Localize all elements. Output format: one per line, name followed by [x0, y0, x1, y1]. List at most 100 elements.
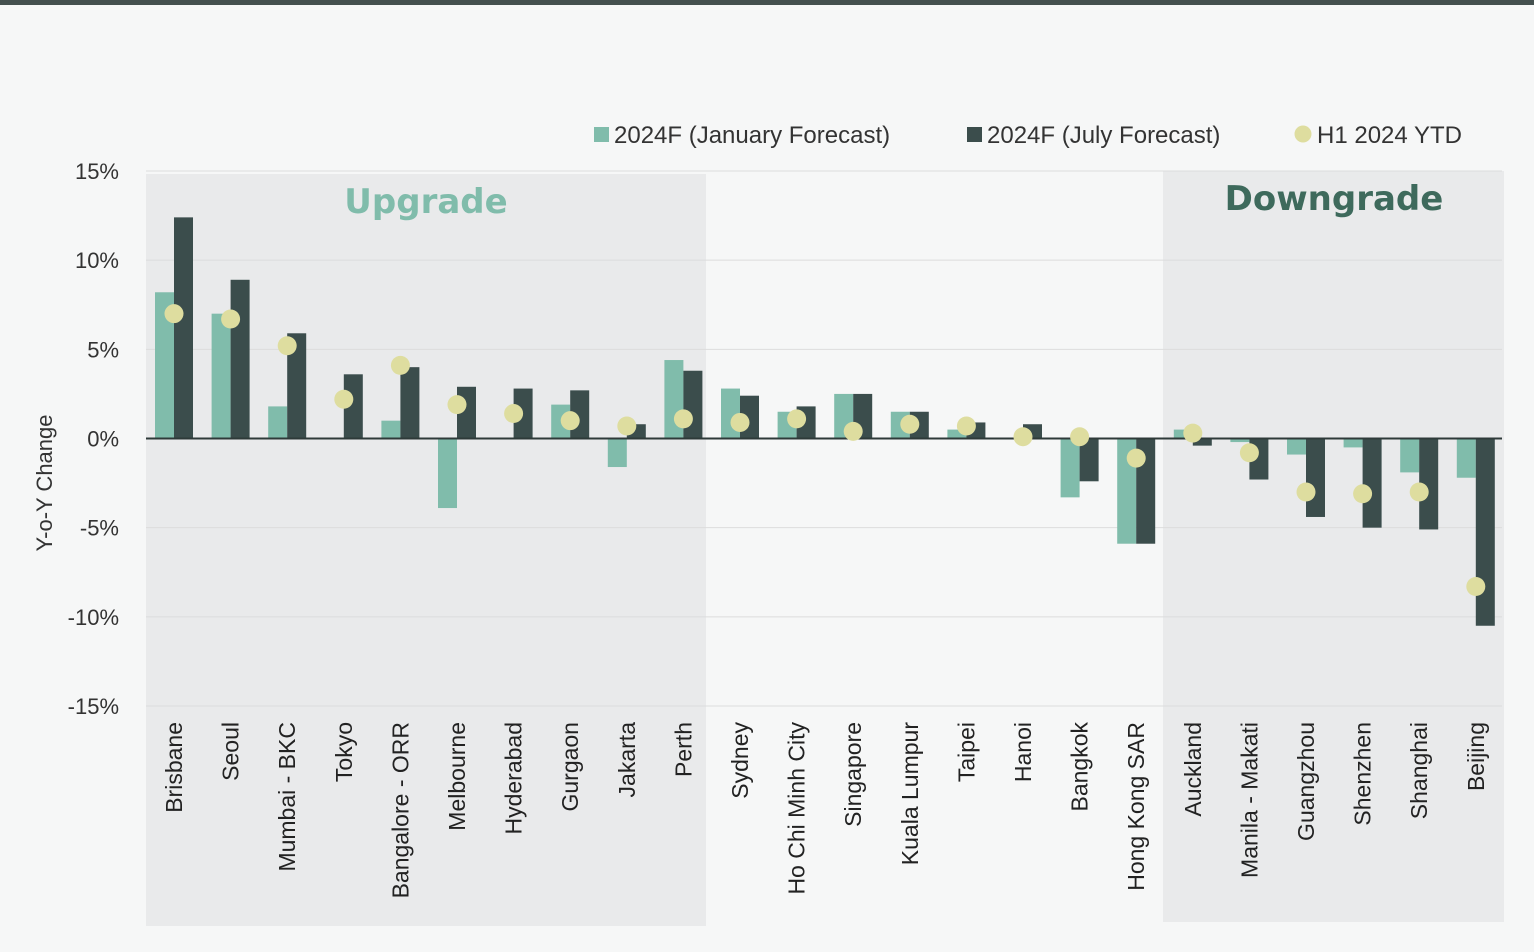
ytd-dot-auckland	[1183, 423, 1203, 443]
ytd-dot-seoul	[221, 309, 241, 329]
legend-label-h1-2024-ytd: H1 2024 YTD	[1317, 122, 1462, 149]
bar-january-guangzhou	[1287, 438, 1306, 455]
ytd-dot-taipei	[956, 416, 976, 436]
zone-backgrounds: Upgrade Downgrade	[146, 171, 1504, 926]
bar-july-mumbai-bkc	[287, 333, 307, 439]
y-tick-label: -15%	[68, 694, 119, 719]
category-label-singapore: Singapore	[840, 722, 866, 827]
category-label-tokyo: Tokyo	[331, 722, 357, 782]
ytd-dot-hyderabad	[504, 404, 524, 424]
zone-upgrade-background	[146, 174, 706, 926]
bar-january-auckland	[1173, 429, 1193, 439]
zone-downgrade-background	[1163, 171, 1504, 922]
bar-january-shenzhen	[1343, 438, 1363, 448]
ytd-dot-jakarta	[617, 416, 637, 436]
y-tick-label: 15%	[75, 159, 119, 184]
bar-july-guangzhou	[1306, 438, 1325, 517]
ytd-dot-melbourne	[447, 395, 467, 415]
bar-january-bangkok	[1060, 438, 1080, 498]
bar-july-bangalore-orr	[400, 367, 420, 439]
category-label-melbourne: Melbourne	[444, 722, 470, 831]
category-label-perth: Perth	[670, 722, 696, 777]
bar-july-perth	[683, 370, 703, 439]
bar-january-jakarta	[607, 438, 627, 468]
bar-january-shanghai	[1400, 438, 1420, 473]
bar-july-shenzhen	[1362, 438, 1382, 528]
ytd-dot-ho-chi-minh-city	[787, 409, 807, 429]
category-label-seoul: Seoul	[218, 722, 244, 781]
ytd-dot-bangkok	[1070, 427, 1090, 447]
ytd-dot-perth	[673, 409, 693, 429]
bar-january-mumbai-bkc	[268, 406, 288, 439]
bar-january-bangalore-orr	[381, 420, 401, 439]
y-axis-ticks: 15% 10% 5% 0% -5% -10% -15%	[68, 159, 119, 719]
ytd-dot-hanoi	[1013, 427, 1033, 447]
gridlines	[146, 170, 1502, 707]
category-label-shenzhen: Shenzhen	[1350, 722, 1376, 826]
ytd-dot-kuala-lumpur	[900, 414, 920, 434]
category-label-manila-makati: Manila - Makati	[1236, 722, 1262, 878]
bar-july-auckland	[1192, 438, 1212, 446]
bar-july-beijing	[1475, 438, 1495, 626]
category-label-hong-kong-sar: Hong Kong SAR	[1123, 722, 1149, 891]
bar-january-beijing	[1456, 438, 1476, 478]
bar-january-seoul	[211, 313, 231, 439]
bar-january-brisbane	[155, 292, 174, 439]
y-axis-label: Y-o-Y Change	[32, 415, 57, 552]
y-tick-label: 5%	[87, 337, 119, 362]
ytd-dot-beijing	[1466, 577, 1486, 597]
category-label-bangkok: Bangkok	[1067, 722, 1093, 812]
y-tick-label: 0%	[87, 427, 119, 452]
bar-july-seoul	[230, 279, 250, 439]
ytd-dot-manila-makati	[1239, 443, 1259, 463]
ytd-dot-brisbane	[164, 304, 184, 324]
category-label-guangzhou: Guangzhou	[1293, 722, 1319, 841]
category-label-hanoi: Hanoi	[1010, 722, 1036, 782]
category-label-jakarta: Jakarta	[614, 722, 640, 798]
bar-july-brisbane	[174, 217, 193, 439]
category-label-taipei: Taipei	[953, 722, 979, 782]
category-label-auckland: Auckland	[1180, 722, 1206, 817]
category-label-brisbane: Brisbane	[161, 722, 187, 813]
category-label-hyderabad: Hyderabad	[501, 722, 527, 835]
bar-july-shanghai	[1419, 438, 1439, 530]
category-label-bangalore-orr: Bangalore - ORR	[387, 722, 413, 898]
ytd-dots	[164, 304, 1486, 597]
zone-upgrade-title: Upgrade	[344, 182, 507, 222]
category-labels: Brisbane Seoul Mumbai - BKC Tokyo Bangalore …	[161, 722, 1489, 899]
ytd-dot-tokyo	[334, 389, 354, 409]
ytd-dot-shanghai	[1409, 482, 1429, 502]
legend-swatch-2024f-july-forecast	[967, 127, 982, 142]
category-label-sydney: Sydney	[727, 722, 753, 799]
bar-july-bangkok	[1079, 438, 1099, 482]
legend-swatch-2024f-january-forecast	[594, 127, 609, 142]
legend-label-2024f-january-forecast: 2024F (January Forecast)	[614, 122, 890, 149]
bar-january-melbourne	[438, 438, 457, 509]
zone-downgrade-title: Downgrade	[1225, 179, 1444, 219]
category-label-mumbai-bkc: Mumbai - BKC	[274, 722, 300, 872]
legend: 2024F (January Forecast) 2024F (July Fore…	[594, 122, 1462, 149]
legend-swatch-h1-2024-ytd	[1294, 125, 1312, 143]
ytd-dot-sydney	[730, 412, 750, 432]
y-tick-label: -10%	[68, 605, 119, 630]
y-tick-label: -5%	[80, 516, 119, 541]
ytd-dot-bangalore-orr	[390, 355, 410, 375]
category-label-beijing: Beijing	[1463, 722, 1489, 791]
ytd-dot-gurgaon	[560, 411, 580, 431]
bar-july-tokyo	[343, 374, 363, 439]
top-rule	[0, 0, 1534, 5]
ytd-dot-guangzhou	[1296, 482, 1316, 502]
ytd-dot-singapore	[843, 421, 863, 441]
ytd-dot-shenzhen	[1353, 484, 1373, 504]
bar-january-taipei	[947, 429, 967, 439]
y-tick-label: 10%	[75, 248, 119, 273]
category-label-gurgaon: Gurgaon	[557, 722, 583, 812]
ytd-dot-hong-kong-sar	[1126, 448, 1146, 468]
category-label-ho-chi-minh-city: Ho Chi Minh City	[784, 722, 810, 895]
bar-january-manila-makati	[1230, 438, 1250, 443]
category-label-shanghai: Shanghai	[1406, 722, 1432, 819]
category-label-kuala-lumpur: Kuala Lumpur	[897, 722, 923, 866]
ytd-dot-mumbai-bkc	[277, 336, 297, 356]
legend-label-2024f-july-forecast: 2024F (July Forecast)	[987, 122, 1220, 149]
